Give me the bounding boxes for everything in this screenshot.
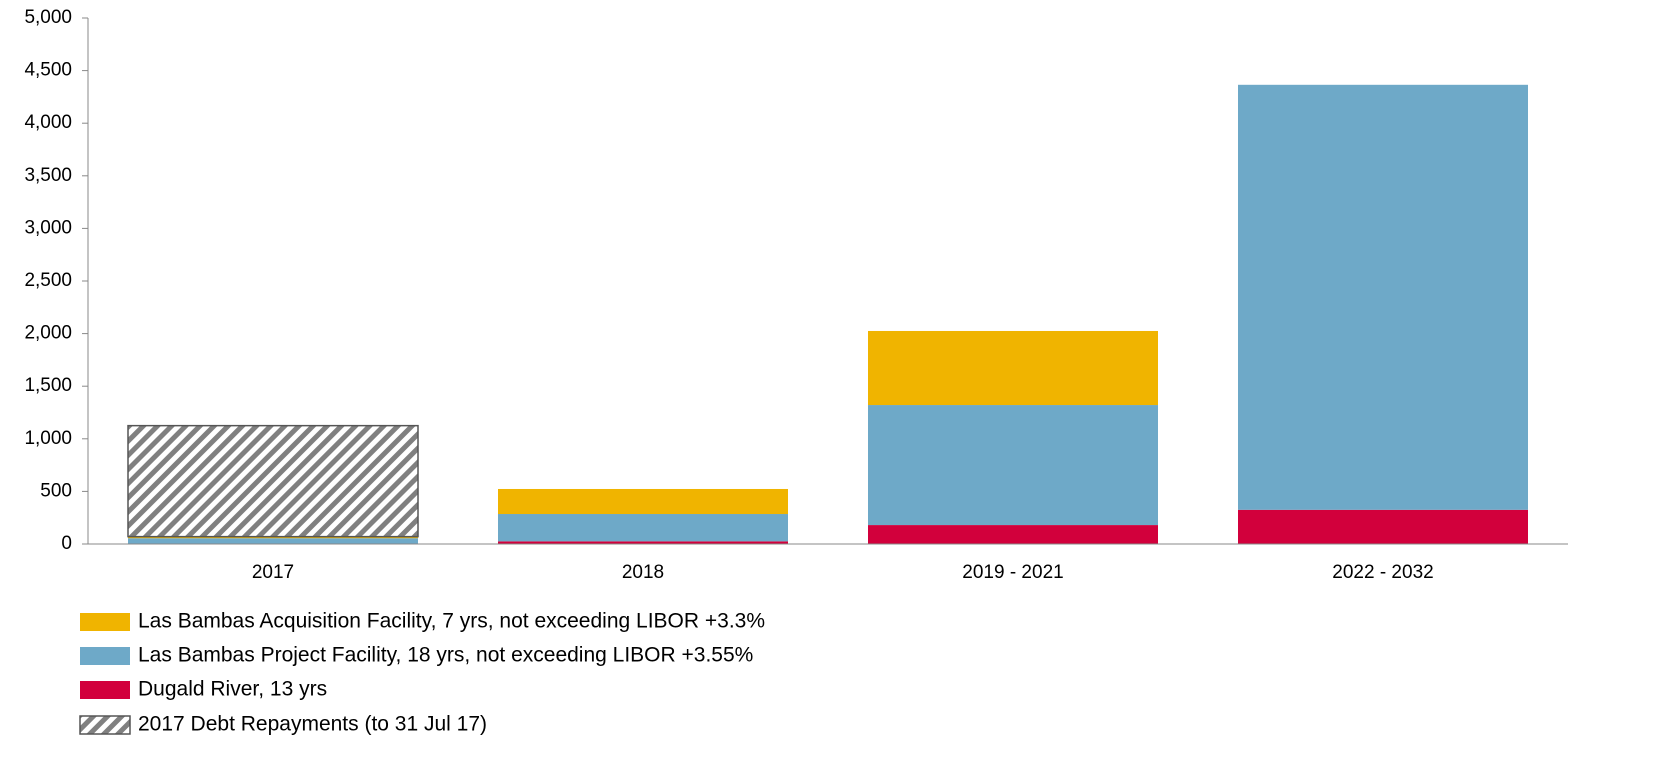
- legend-swatch: [79, 715, 131, 735]
- bar-segment: [868, 405, 1158, 526]
- y-tick-label: 3,500: [24, 165, 72, 186]
- bar-segment: [498, 514, 788, 542]
- legend-label: Dugald River, 13 yrs: [138, 678, 327, 701]
- y-tick-label: 2,000: [24, 323, 72, 344]
- y-tick-label: 4,500: [24, 60, 72, 81]
- x-tick-label: 2018: [622, 562, 664, 583]
- legend-label: Las Bambas Acquisition Facility, 7 yrs, …: [138, 610, 765, 633]
- y-tick-label: 2,500: [24, 270, 72, 291]
- bar-segment: [128, 538, 418, 544]
- legend-swatch: [80, 647, 130, 665]
- y-tick-label: 5,000: [24, 7, 72, 28]
- bar-segment: [868, 525, 1158, 544]
- bar-segment: [498, 541, 788, 544]
- y-tick-label: 0: [61, 533, 72, 554]
- legend-label: 2017 Debt Repayments (to 31 Jul 17): [138, 713, 487, 736]
- y-tick-label: 3,000: [24, 217, 72, 238]
- y-tick-label: 500: [40, 480, 72, 501]
- bar-segment: [868, 330, 1158, 406]
- bar-segment: [498, 488, 788, 515]
- bar-segment: [128, 536, 418, 539]
- y-tick-label: 4,000: [24, 112, 72, 133]
- legend-label: Las Bambas Project Facility, 18 yrs, not…: [138, 644, 753, 667]
- x-tick-label: 2022 - 2032: [1332, 562, 1433, 583]
- legend-swatch: [80, 681, 130, 699]
- x-tick-label: 2019 - 2021: [962, 562, 1063, 583]
- legend-swatch: [80, 613, 130, 631]
- x-tick-label: 2017: [252, 562, 294, 583]
- y-tick-label: 1,500: [24, 375, 72, 396]
- bar-segment: [1238, 509, 1528, 544]
- bar-segment: [1238, 84, 1528, 510]
- bar-segment: [127, 424, 419, 538]
- y-tick-label: 1,000: [24, 428, 72, 449]
